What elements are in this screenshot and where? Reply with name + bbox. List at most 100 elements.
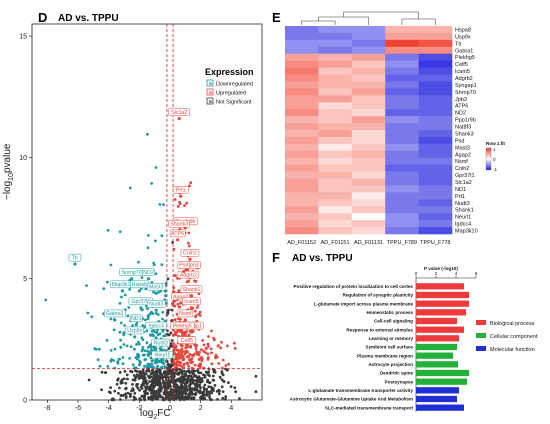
volcano-point [113,389,117,393]
volcano-point [118,230,122,234]
volcano-point [137,377,141,380]
volcano-point [198,310,202,314]
volcano-point [180,349,184,353]
heatmap-cell [385,199,419,207]
volcano-point [176,386,180,390]
heatmap-cell [318,74,353,82]
volcano-point [206,378,210,382]
gene-label-box [180,249,200,257]
volcano-point [211,374,215,378]
volcano-point [128,393,132,396]
volcano-point [124,387,127,391]
volcano-point [175,372,179,376]
volcano-point [155,366,159,370]
volcano-point [204,347,208,351]
volcano-point [203,383,207,387]
heatmap-cell [351,157,386,165]
volcano-point [151,386,155,390]
volcano-point [197,358,201,361]
volcano-point [149,372,153,376]
volcano-point [135,383,139,386]
volcano-point [220,378,224,382]
volcano-point [184,384,187,387]
volcano-point [164,374,168,378]
volcano-point [198,391,202,395]
heatmap-cell [351,39,386,48]
volcano-point [195,352,199,356]
labeled-gene-point [139,306,143,310]
volcano-point [170,319,174,322]
volcano-point [144,372,148,376]
volcano-point [177,350,181,354]
gene-label: ATP6 [171,231,184,237]
heatmap-cell [351,67,386,75]
volcano-point [188,371,192,375]
volcano-point [146,364,150,368]
volcano-point [185,355,189,358]
x-tick-label: -2 [136,405,142,412]
volcano-point [121,356,125,359]
volcano-point [129,369,132,373]
enrichment-bar [416,352,453,359]
heatmap-cell [285,67,319,75]
enrichment-category-label: Response to external stimulus [346,327,413,332]
volcano-point [131,378,135,382]
gene-label: Shank1 [182,287,200,293]
heatmap-cell [351,185,386,193]
heatmap-cell [318,53,353,61]
gene-label-box [177,261,191,269]
volcano-point [122,377,126,381]
volcano-point [122,393,126,397]
volcano-point [182,375,186,379]
volcano-point [151,396,155,400]
volcano-point [137,260,140,264]
legend-entry-biological-process: Biological process [476,320,535,327]
enrichment-category-label: Homeostatic process [367,310,414,315]
heatmap-row-label: Psd [455,138,464,144]
volcano-point [149,312,153,315]
gene-label-box [142,268,155,276]
labeled-gene-point [160,359,164,363]
heatmap-row-label: Prt1 [455,194,465,200]
volcano-point [142,380,146,384]
volcano-point [161,310,165,314]
volcano-point [172,301,175,305]
heatmap-cell [285,53,319,61]
volcano-ticks: -8 -6 -4 -2 0 2 4 0 5 10 15 [19,34,233,412]
volcano-point [133,396,137,400]
volcano-point [141,338,145,341]
volcano-point [124,392,128,396]
volcano-point [156,397,160,400]
volcano-point [112,359,116,362]
gene-label: ND1 [131,316,142,322]
volcano-point [154,348,158,352]
heatmap-cell [385,26,419,34]
heatmap-cell [351,171,386,179]
volcano-point [217,389,221,393]
volcano-point [197,292,201,296]
volcano-point [141,348,144,351]
volcano-point [185,361,189,365]
volcano-point [184,391,187,394]
volcano-point [146,349,149,353]
svg-text:Molecular function: Molecular function [490,347,535,353]
enrichment-bar [416,404,464,411]
heatmap-cell [285,164,319,172]
volcano-legend: Expression a Downregulated a Upregulated… [205,67,254,106]
heatmap-cell [385,185,419,193]
panel-d-letter: D [38,10,47,25]
heatmap-legend-tick-mid: 0 [493,157,496,162]
volcano-point [109,386,112,389]
svg-text:a: a [209,90,212,96]
volcano-point [154,239,157,243]
heatmap-cell [351,150,386,159]
volcano-point [169,343,173,347]
heatmap-cell [385,213,419,221]
volcano-point [221,390,225,393]
heatmap-cell [351,81,386,89]
volcano-point [148,376,151,380]
volcano-point [160,234,164,238]
heatmap-color-legend: Row z.fit 1 0 -1 [485,141,505,172]
volcano-point [134,375,138,379]
volcano-point [218,375,222,379]
